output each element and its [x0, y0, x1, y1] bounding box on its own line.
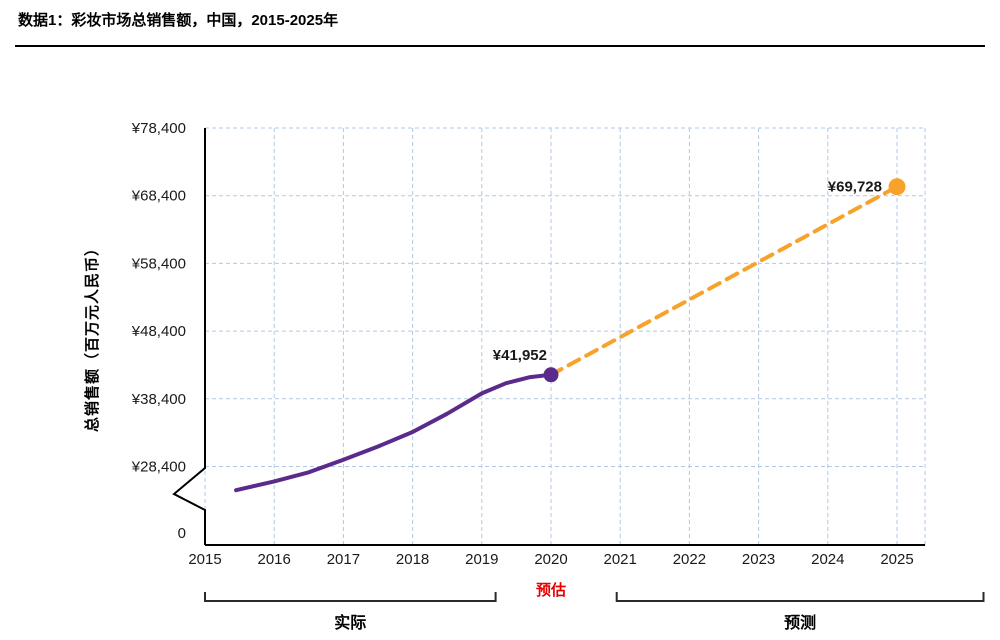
x-tick-label: 2016: [258, 551, 291, 568]
end-marker-actual: [543, 367, 559, 383]
y-tick-label: ¥78,400: [131, 120, 186, 137]
y-tick-label: ¥48,400: [131, 323, 186, 340]
bracket-label: 预测: [784, 613, 816, 632]
bracket-label: 实际: [334, 613, 366, 632]
axis-range-bracket: [615, 592, 985, 602]
x-tick-label: 2018: [396, 551, 429, 568]
data-value-label: ¥69,728: [828, 179, 882, 196]
x-tick-label: 2022: [673, 551, 706, 568]
series-line-actual: [234, 372, 553, 493]
x-tick-label: 2017: [327, 551, 360, 568]
y-tick-label: ¥68,400: [131, 188, 186, 205]
x-tick-label: 2023: [742, 551, 775, 568]
header-divider: [15, 45, 985, 47]
figure-title: 数据1：彩妆市场总销售额，中国，2015-2025年: [18, 12, 339, 29]
estimate-note: 预估: [536, 581, 566, 599]
y-tick-label: ¥38,400: [131, 391, 186, 408]
x-tick-label: 2020: [534, 551, 567, 568]
series-line-forecast: [549, 184, 899, 377]
y-axis-title: 总销售额（百万元人民币）: [83, 240, 101, 432]
x-tick-label: 2019: [465, 551, 498, 568]
x-tick-label: 2021: [604, 551, 637, 568]
x-tick-label: 2015: [188, 551, 221, 568]
x-tick-label: 2024: [811, 551, 844, 568]
end-marker-forecast: [888, 178, 906, 196]
y-tick-label: 0: [178, 525, 186, 542]
axis-range-bracket: [204, 592, 497, 602]
x-tick-label: 2025: [880, 551, 913, 568]
y-tick-label: ¥28,400: [131, 459, 186, 476]
data-value-label: ¥41,952: [493, 347, 547, 364]
y-axis-with-break: [172, 128, 206, 545]
y-tick-label: ¥58,400: [131, 255, 186, 272]
